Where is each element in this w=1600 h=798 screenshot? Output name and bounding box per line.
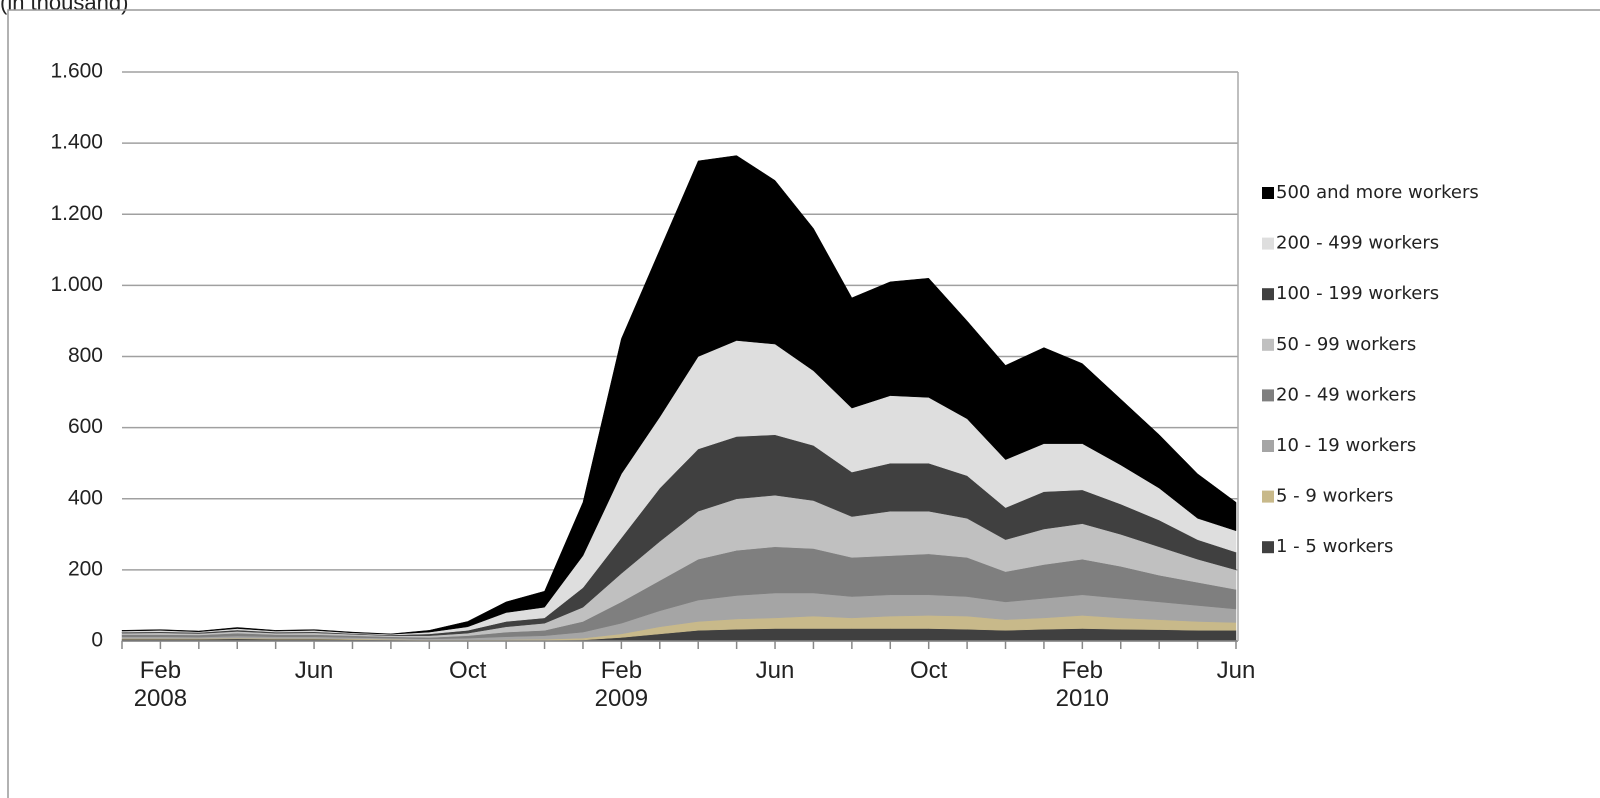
area	[121, 155, 1237, 635]
y-tick-label: 200	[68, 557, 103, 580]
x-tick-label: Jun	[294, 657, 334, 684]
y-tick-label: 1.600	[50, 60, 103, 83]
y-tick-label: 1.200	[50, 202, 103, 225]
legend-label: 50 - 99 workers	[1276, 334, 1416, 355]
chart-frame	[7, 9, 1600, 798]
y-tick-label: 800	[68, 344, 103, 367]
x-tick-label: Feb 2009	[594, 657, 649, 712]
legend-label: 500 and more workers	[1276, 182, 1479, 203]
legend-label: 1 - 5 workers	[1276, 536, 1393, 557]
legend-label: 200 - 499 workers	[1276, 233, 1439, 254]
legend-swatch	[1262, 541, 1274, 554]
y-tick-label: 400	[68, 486, 103, 509]
x-tick-label: Oct	[449, 657, 487, 684]
legend-label: 100 - 199 workers	[1276, 283, 1439, 304]
legend-swatch	[1262, 490, 1274, 503]
legend-label: 10 - 19 workers	[1276, 435, 1416, 456]
legend-label: 20 - 49 workers	[1276, 384, 1416, 405]
x-tick-label: Jun	[1216, 657, 1256, 684]
y-tick-label: 1.000	[50, 273, 103, 296]
x-tick-label: Jun	[755, 657, 795, 684]
y-tick-label: 1.400	[50, 131, 103, 154]
y-tick-label: 600	[68, 415, 103, 438]
legend-swatch	[1262, 187, 1274, 199]
x-tick-label: Feb 2010	[1055, 657, 1110, 712]
legend-swatch	[1262, 338, 1274, 351]
x-tick-label: Oct	[910, 657, 948, 684]
legend-label: 5 - 9 workers	[1276, 486, 1393, 507]
legend-swatch	[1262, 288, 1274, 301]
legend-swatch	[1262, 237, 1274, 250]
x-tick-label: Feb 2008	[133, 657, 188, 712]
legend-swatch	[1262, 440, 1274, 452]
chart-title: (in thousand)	[0, 0, 129, 15]
y-tick-label: 0	[91, 629, 103, 652]
legend-swatch	[1262, 389, 1274, 402]
